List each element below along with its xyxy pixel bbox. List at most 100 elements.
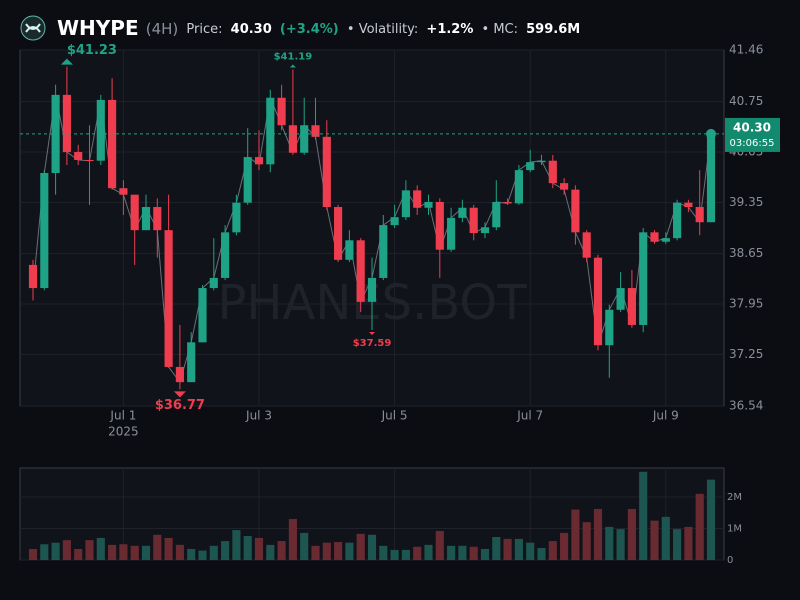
candle-body [187, 342, 196, 383]
volume-bar [560, 532, 569, 560]
candle-body [582, 232, 591, 258]
high-marker [60, 58, 73, 65]
volume-bar [390, 549, 399, 560]
candle-body [232, 202, 241, 233]
low-marker [369, 332, 375, 336]
x-year-label: 2025 [108, 425, 139, 439]
volume-bar [401, 549, 410, 560]
candle-body [62, 94, 71, 153]
candle-body [119, 188, 128, 195]
volume-bar [548, 541, 557, 560]
header: WHYPE (4H) Price: 40.30 (+3.4%) • Volati… [57, 16, 580, 40]
candle-body [198, 288, 207, 343]
interval: (4H) [146, 20, 179, 38]
countdown: 03:06:55 [730, 138, 775, 149]
y-tick-label: 41.46 [729, 43, 763, 57]
volume-bar [232, 530, 241, 560]
volume-bar [593, 508, 603, 560]
candle-body [706, 133, 716, 223]
logo-mark [25, 23, 41, 33]
volume-bar [650, 520, 659, 560]
volume-bar [300, 532, 309, 560]
candle-body [639, 232, 648, 325]
volume-bar [447, 545, 456, 560]
candle-body [288, 125, 297, 153]
candle-body [548, 160, 557, 184]
volume-bar [96, 537, 105, 560]
candle-body [96, 99, 105, 161]
volume-bar [345, 542, 354, 560]
volatility-label: • Volatility: [347, 22, 418, 37]
volume-bar [187, 548, 196, 560]
volume-bar [198, 550, 207, 560]
high-label: $41.23 [67, 43, 117, 58]
candle-body [390, 217, 399, 226]
candle-body [164, 230, 173, 367]
volume-bar [108, 544, 117, 560]
candle-body [153, 207, 162, 231]
volume-bar [221, 541, 230, 560]
candle-body [51, 94, 60, 174]
candle-body [605, 309, 614, 346]
volume-bar [334, 542, 343, 560]
candle-body [695, 207, 704, 223]
y-tick-label: 37.95 [729, 296, 763, 310]
candle-body [650, 232, 659, 242]
candle-body [108, 99, 117, 189]
candle-body [322, 136, 331, 208]
candle-body [616, 288, 625, 310]
candle-body [311, 125, 320, 137]
candle-body [74, 152, 83, 160]
volatility: +1.2% [426, 22, 473, 37]
last-price-box [725, 117, 780, 152]
x-tick-label: Jul 3 [245, 409, 272, 423]
candle-body [447, 217, 456, 250]
volume-bar [164, 537, 173, 560]
volume-bar [661, 516, 670, 560]
y-tick-label: 38.65 [729, 246, 763, 260]
candle-body [277, 97, 286, 126]
candle-body [560, 183, 569, 190]
candle-body [503, 201, 512, 204]
x-tick-label: Jul 1 [109, 409, 136, 423]
volume-bar [153, 534, 162, 560]
low-marker [173, 391, 186, 398]
volume-bar [480, 548, 490, 560]
volume-bar [492, 537, 501, 560]
volume-bar [514, 538, 523, 560]
volume-bar [51, 542, 60, 560]
candle-body [221, 232, 230, 278]
candle-body [661, 238, 670, 242]
high-marker [289, 64, 296, 68]
volume-bar [74, 548, 83, 560]
x-tick-label: Jul 9 [652, 409, 679, 423]
candle-body [130, 194, 139, 231]
candle-body [571, 189, 580, 233]
volume-bar [695, 493, 704, 560]
volume-bar [605, 526, 614, 560]
candle-body [627, 288, 636, 325]
candle-body [492, 201, 501, 228]
change: (+3.4%) [280, 22, 339, 37]
volume-bar [616, 529, 625, 560]
symbol: WHYPE [57, 16, 139, 40]
volume-bar [85, 540, 94, 560]
y-tick-label: 39.35 [729, 195, 763, 209]
volume-bar [141, 545, 151, 560]
candle-body [334, 207, 343, 260]
high-label: $41.19 [274, 52, 313, 63]
volume-bar [526, 542, 535, 560]
mc: 599.6M [526, 22, 580, 37]
candle-body [367, 277, 377, 302]
candle-body [209, 277, 218, 289]
volume-bar [62, 540, 71, 560]
last-price-label: 40.30 [733, 120, 771, 134]
mc-label: • MC: [482, 22, 518, 37]
candle-body [526, 162, 535, 171]
low-label: $37.59 [353, 338, 392, 349]
volume-bar [119, 544, 128, 560]
volume-bar [209, 545, 218, 560]
volume-bar [424, 544, 433, 560]
candle-body [673, 202, 682, 239]
volume-bar [469, 546, 478, 560]
